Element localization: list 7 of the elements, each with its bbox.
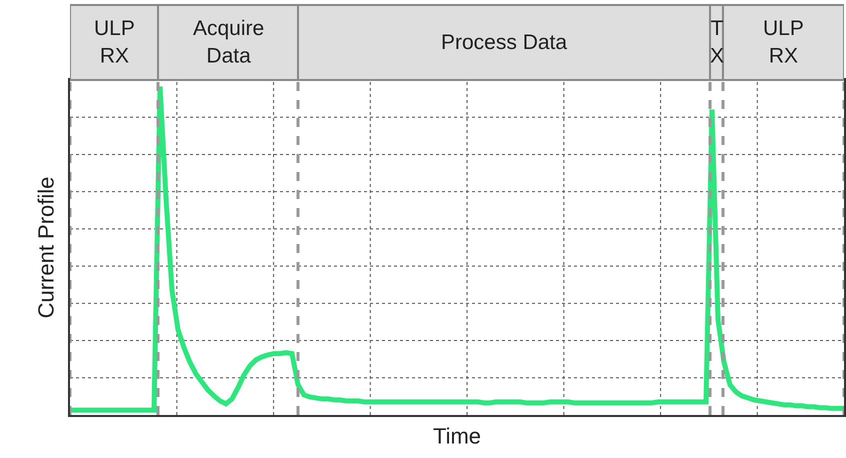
text: ULP RX <box>763 17 804 68</box>
x-axis-title: Time <box>432 423 482 448</box>
text: T X <box>710 17 724 68</box>
text: Acquire Data <box>193 17 264 68</box>
text: ULP RX <box>94 17 135 68</box>
y-axis-title: Current Profile <box>33 176 58 318</box>
text: Process Data <box>441 31 568 54</box>
